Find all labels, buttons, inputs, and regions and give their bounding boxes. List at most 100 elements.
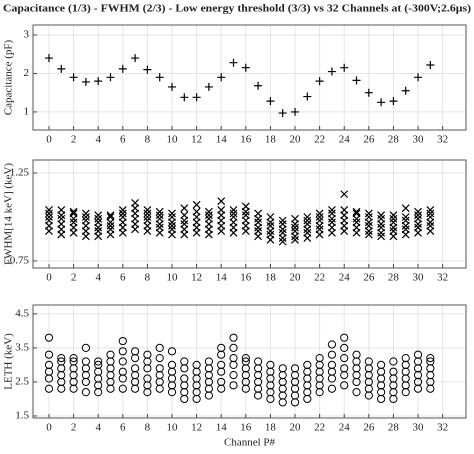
data-point [327, 209, 336, 218]
data-point [315, 216, 324, 225]
x-tick-label: 12 [191, 272, 202, 284]
data-point [143, 350, 152, 359]
data-point [303, 92, 312, 101]
data-point [81, 77, 90, 86]
data-point [291, 214, 299, 223]
x-tick-label: 10 [167, 134, 179, 146]
data-point [204, 214, 213, 223]
data-point [352, 218, 361, 227]
y-tick-label: 2.5 [15, 375, 29, 387]
data-point [340, 333, 349, 342]
y-tick-label: 1.5 [15, 409, 29, 421]
data-point [81, 213, 90, 221]
data-point [130, 347, 140, 356]
data-point [241, 211, 250, 220]
x-tick-label: 20 [290, 272, 302, 284]
data-point [217, 206, 226, 214]
data-point [266, 360, 275, 370]
x-tick-label: 16 [240, 272, 252, 284]
data-point [340, 353, 349, 363]
data-point [327, 67, 336, 76]
data-point [143, 374, 152, 383]
data-point [352, 350, 361, 359]
data-point [266, 230, 275, 239]
data-point [315, 209, 324, 218]
data-point [44, 333, 54, 342]
data-point [426, 221, 435, 230]
data-point [69, 353, 78, 363]
x-tick-label: 28 [388, 134, 400, 146]
data-point [426, 213, 435, 221]
data-point [94, 214, 103, 223]
data-point [401, 204, 410, 213]
x-tick-label: 22 [314, 134, 325, 146]
data-point [229, 381, 238, 390]
data-point [94, 77, 103, 86]
x-axis-label: Channel P# [224, 437, 276, 449]
data-point [57, 357, 66, 366]
data-point [278, 220, 287, 228]
data-point [57, 206, 66, 214]
data-point [94, 211, 103, 220]
y-tick-label: 0.75 [10, 254, 30, 266]
data-point [217, 377, 226, 387]
data-point [217, 343, 226, 352]
data-point [426, 206, 435, 214]
y-tick-label: 3.5 [15, 341, 29, 353]
data-point [204, 211, 213, 220]
data-point [266, 97, 275, 106]
data-point [340, 343, 349, 352]
data-point [106, 213, 115, 221]
data-point [168, 221, 176, 230]
data-point [303, 360, 312, 370]
data-point [229, 353, 238, 363]
data-point [106, 221, 115, 230]
data-point [291, 235, 299, 244]
x-tick-label: 8 [145, 422, 151, 434]
x-tick-label: 20 [290, 134, 302, 146]
data-point [414, 214, 422, 223]
data-point [327, 350, 337, 359]
data-point [426, 357, 435, 366]
data-point [414, 207, 422, 216]
data-point [291, 107, 300, 116]
plot-frame [32, 159, 467, 269]
data-point [291, 223, 299, 232]
data-point [413, 350, 423, 359]
data-point [377, 211, 386, 220]
data-point [229, 206, 238, 214]
data-point [303, 213, 312, 221]
data-point [69, 209, 78, 218]
x-tick-label: 0 [46, 272, 52, 284]
data-point [340, 206, 349, 214]
data-point [389, 357, 398, 366]
x-tick-label: 2 [71, 272, 77, 284]
data-point [377, 223, 386, 232]
data-point [426, 61, 435, 69]
data-point [118, 64, 127, 73]
data-point [303, 216, 312, 225]
data-point [204, 357, 214, 366]
data-point [217, 73, 226, 82]
data-point [229, 213, 238, 221]
data-point [69, 357, 78, 366]
x-tick-label: 30 [413, 134, 425, 146]
x-tick-label: 2 [71, 422, 77, 434]
data-point [229, 343, 238, 352]
data-point [389, 211, 398, 220]
x-tick-label: 14 [216, 134, 228, 146]
x-tick-label: 0 [46, 422, 52, 434]
data-point [241, 357, 250, 366]
x-tick-label: 4 [95, 134, 101, 146]
x-tick-label: 18 [265, 272, 277, 284]
data-point [401, 213, 410, 221]
data-point [118, 357, 127, 366]
data-point [106, 211, 115, 220]
data-point [168, 213, 176, 221]
x-tick-label: 0 [46, 134, 52, 146]
data-point [106, 225, 115, 234]
data-point [266, 221, 275, 230]
data-point [303, 228, 312, 237]
data-point [229, 333, 238, 342]
